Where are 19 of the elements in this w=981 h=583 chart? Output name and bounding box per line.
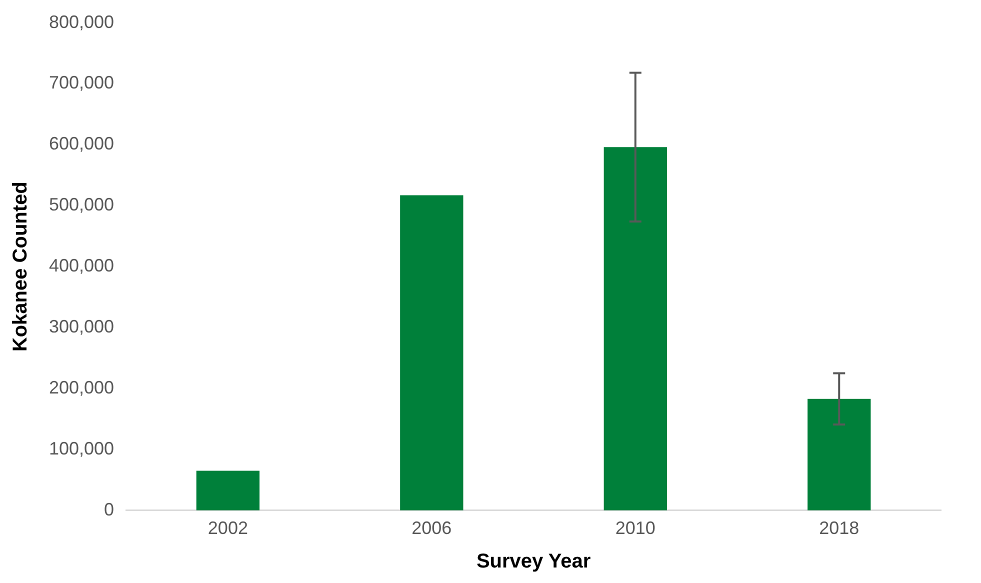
y-tick-label: 800,000: [48, 12, 114, 32]
x-axis-title: Survey Year: [476, 550, 591, 573]
y-tick-label: 0: [104, 499, 114, 520]
x-tick-label: 2006: [412, 518, 452, 538]
y-tick-label: 500,000: [48, 194, 114, 215]
y-tick-label: 200,000: [48, 377, 114, 398]
y-tick-label: 700,000: [48, 72, 114, 93]
y-tick-label: 400,000: [48, 256, 114, 276]
y-tick-label: 300,000: [48, 316, 114, 337]
y-axis-title: Kokanee Counted: [10, 182, 32, 352]
bar: [400, 195, 464, 510]
bar: [196, 470, 260, 510]
y-tick-label: 600,000: [48, 134, 114, 154]
y-tick-label: 100,000: [48, 438, 114, 458]
x-tick-label: 2010: [615, 518, 656, 538]
x-tick-label: 2002: [208, 518, 248, 538]
x-tick-label: 2018: [819, 518, 860, 538]
bar: [604, 147, 667, 510]
bar: [808, 398, 871, 510]
